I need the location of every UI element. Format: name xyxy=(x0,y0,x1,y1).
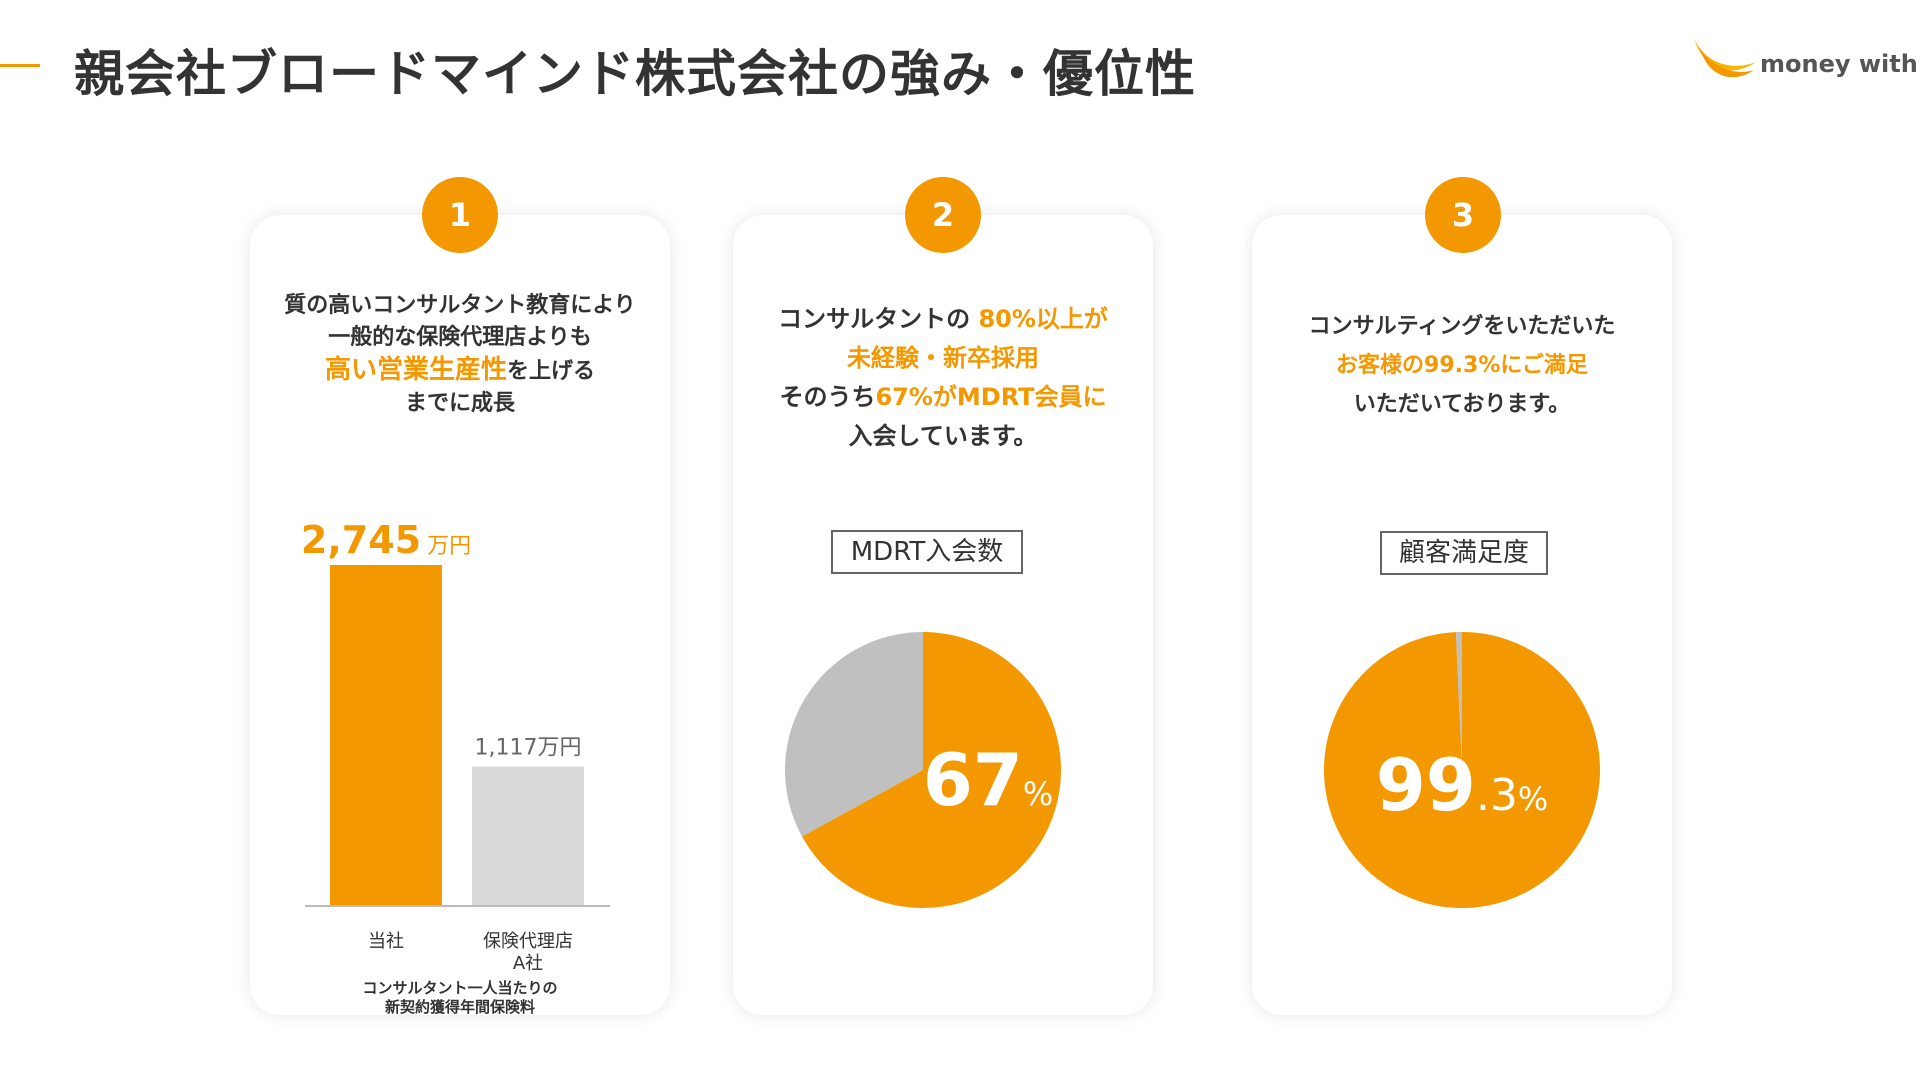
description-line: までに成長 xyxy=(250,388,670,420)
brand-logo: money with xyxy=(1690,32,1918,92)
card-1-badge: 1 xyxy=(422,177,498,253)
card-2: コンサルタントの 80%以上が未経験・新卒採用そのうち67%がMDRT会員に入会… xyxy=(733,215,1153,1015)
description-text: そのうち xyxy=(779,383,876,411)
card-3-description: コンサルティングをいただいた お客様の99.3%にご満足 いただいております。 xyxy=(1252,307,1672,424)
description-text: 高い営業生産性 xyxy=(324,355,507,385)
description-text: 未経験・新卒採用 xyxy=(847,344,1039,372)
description-text: 質の高いコンサルタント教育により xyxy=(284,293,636,318)
pie-center-label: 67% xyxy=(923,738,1054,822)
pie-slice xyxy=(1455,632,1462,770)
description-text: コンサルティングをいただいた xyxy=(1308,314,1616,339)
bar xyxy=(330,565,442,905)
description-line: 未経験・新卒採用 xyxy=(733,339,1153,378)
bar-xlabel: コンサルタント一人当たりの新契約獲得年間保険料 xyxy=(362,979,557,1016)
satisfaction-pie-chart: 99.3% xyxy=(1324,632,1600,908)
pie-slice xyxy=(802,632,1061,908)
mdrt-pie-chart: 67% xyxy=(785,632,1061,908)
description-line: そのうち67%がMDRT会員に xyxy=(733,378,1153,417)
brand-swoosh-icon xyxy=(1694,38,1756,78)
mdrt-chart-label: MDRT入会数 xyxy=(831,530,1023,574)
card-1-description: 質の高いコンサルタント教育により 一般的な保険代理店よりも高い営業生産性を上げるま… xyxy=(250,290,670,420)
description-line: 質の高いコンサルタント教育により xyxy=(250,290,670,322)
description-text: 一般的な保険代理店よりも xyxy=(328,325,592,350)
description-line: 高い営業生産性を上げる xyxy=(250,354,670,388)
description-line: コンサルタントの 80%以上が xyxy=(733,300,1153,339)
description-text: を上げる xyxy=(507,359,596,384)
description-text: 67%がMDRT会員に xyxy=(875,383,1107,411)
description-line: いただいております。 xyxy=(1252,385,1672,424)
card-2-badge: 2 xyxy=(905,177,981,253)
bar-category-label: 当社 xyxy=(368,931,404,952)
description-line: お客様の99.3%にご満足 xyxy=(1252,346,1672,385)
brand-name: money with xyxy=(1760,50,1918,78)
description-text: 入会しています。 xyxy=(848,422,1038,450)
card-1: 質の高いコンサルタント教育により 一般的な保険代理店よりも高い営業生産性を上げるま… xyxy=(250,215,670,1016)
bar-value-label: 2,745 万円 xyxy=(301,518,471,562)
card-2-description: コンサルタントの 80%以上が未経験・新卒採用そのうち67%がMDRT会員に入会… xyxy=(733,300,1153,456)
bar xyxy=(472,766,584,905)
description-text: いただいております。 xyxy=(1353,392,1571,417)
satisfaction-chart-label: 顧客満足度 xyxy=(1380,531,1548,575)
bar-value-label: 1,117万円 xyxy=(475,736,582,761)
description-line: コンサルティングをいただいた xyxy=(1252,307,1672,346)
description-text: 80%以上が xyxy=(978,305,1108,333)
description-text: お客様の99.3%にご満足 xyxy=(1336,353,1588,378)
pie-center-label: 99.3% xyxy=(1376,743,1549,827)
header-accent-line xyxy=(0,64,40,67)
description-line: 入会しています。 xyxy=(733,417,1153,456)
page-title: 親会社ブロードマインド株式会社の強み・優位性 xyxy=(74,45,1196,103)
pie-slice xyxy=(785,632,923,837)
description-text: までに成長 xyxy=(404,391,515,416)
card-3: コンサルティングをいただいた お客様の99.3%にご満足 いただいております。 顧客… xyxy=(1252,215,1672,1015)
description-line: 一般的な保険代理店よりも xyxy=(250,322,670,354)
bar-category-label: 保険代理店 A社 xyxy=(483,931,573,974)
card-3-badge: 3 xyxy=(1425,177,1501,253)
description-text: コンサルタントの xyxy=(778,305,979,333)
